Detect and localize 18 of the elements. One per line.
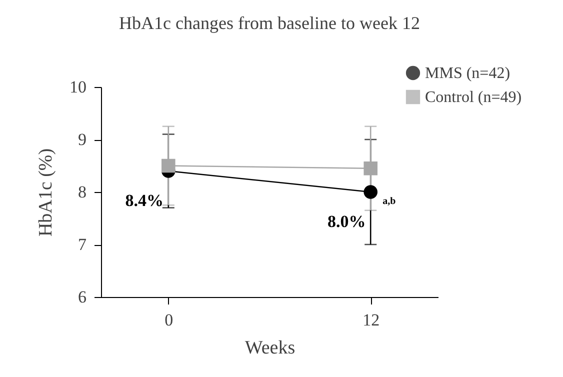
y-tick-label: 8	[78, 182, 86, 202]
legend-label: MMS (n=42)	[425, 65, 510, 82]
legend-label: Control (n=49)	[425, 89, 522, 106]
y-axis-title: HbA1c (%)	[36, 148, 56, 237]
data-label: 8.4%	[125, 191, 164, 210]
x-tick-label: 0	[164, 310, 174, 330]
chart-title: HbA1c changes from baseline to week 12	[119, 13, 420, 33]
y-tick-label: 7	[78, 235, 87, 254]
y-tick-label: 9	[78, 130, 86, 149]
y-tick-label: 6	[78, 288, 86, 306]
point	[162, 158, 176, 173]
annotation: a,b	[382, 196, 396, 207]
data-label: 8.0%	[327, 212, 366, 231]
x-axis-title: Weeks	[244, 338, 296, 358]
point	[364, 185, 378, 199]
x-tick-label: 12	[362, 310, 380, 330]
y-tick-label: 10	[70, 78, 86, 96]
point	[364, 161, 378, 176]
